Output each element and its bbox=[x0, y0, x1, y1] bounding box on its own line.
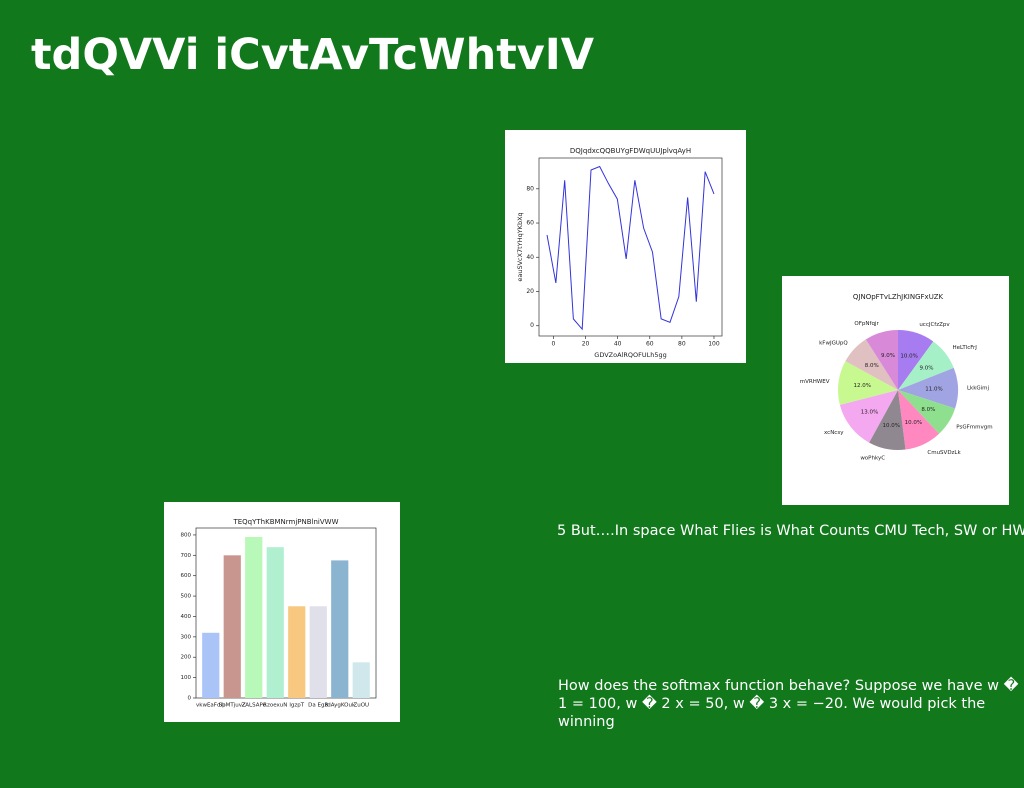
bar bbox=[245, 536, 263, 698]
y-tick-label: 20 bbox=[526, 288, 534, 295]
slide-title: tdQVVi iCvtAvTcWhtvIV bbox=[31, 30, 595, 80]
x-tick-label: 40 bbox=[614, 341, 622, 348]
y-tick-label: 200 bbox=[181, 655, 192, 661]
y-tick-label: 0 bbox=[188, 696, 192, 702]
pie-slice bbox=[839, 390, 898, 443]
x-tick-label: 60 bbox=[646, 341, 654, 348]
x-tick-label: zdAygKOuk bbox=[324, 703, 356, 709]
x-tick-label: RzoexuN bbox=[263, 703, 287, 709]
slice-label: mVRHWEV bbox=[800, 379, 830, 385]
x-tick-label: vkwEaFdlb bbox=[196, 703, 226, 709]
pie-slice bbox=[865, 330, 898, 390]
bar bbox=[202, 632, 220, 698]
x-tick-label: ZALSAPe bbox=[242, 703, 267, 709]
pie-slice bbox=[838, 361, 898, 405]
slice-label: CmuSVDzLk bbox=[927, 450, 961, 456]
pie-slice bbox=[869, 390, 906, 450]
slice-label: woPhkyC bbox=[860, 455, 885, 461]
y-tick-label: 800 bbox=[181, 532, 192, 538]
pie-chart: QJNOpFTvLZhJKINGFxUZK uccJCfzZpv 10.0% HeLT… bbox=[782, 276, 1009, 505]
slice-label: uccJCfzZpv bbox=[919, 322, 950, 328]
slice-value: 8.0% bbox=[865, 363, 879, 369]
slice-value: 10.0% bbox=[905, 420, 922, 426]
plot-frame bbox=[195, 527, 377, 699]
pie-slice bbox=[898, 330, 934, 390]
slice-label: PsGFmmvgm bbox=[956, 424, 992, 430]
slice-value: 13.0% bbox=[861, 410, 878, 416]
slice-value: 9.0% bbox=[919, 365, 933, 371]
y-tick-label: 60 bbox=[526, 220, 534, 227]
y-tick-label: 40 bbox=[526, 254, 534, 261]
slice-value: 8.0% bbox=[921, 407, 935, 413]
slice-label: OFpNfqjr bbox=[854, 321, 879, 327]
y-tick-label: 300 bbox=[181, 634, 192, 640]
x-tick-label: SpMTjuvZ bbox=[219, 703, 246, 709]
slice-value: 10.0% bbox=[883, 423, 900, 429]
text-box: 5 But….In space What Flies is What Count… bbox=[557, 523, 1024, 539]
y-tick-label: 80 bbox=[526, 185, 534, 192]
y-axis-label: eauSVcX7tYHqYKbXq bbox=[516, 212, 524, 281]
bar bbox=[223, 555, 241, 698]
slice-value: 9.0% bbox=[881, 353, 895, 359]
y-tick-label: 100 bbox=[181, 675, 192, 681]
bar-chart: TEQqYThKBMNrmjPNBlniVWW 0 100 200 300 400 500 6… bbox=[164, 502, 400, 722]
bar bbox=[288, 606, 306, 698]
y-tick-label: 700 bbox=[181, 553, 192, 559]
slice-value: 10.0% bbox=[900, 353, 917, 359]
x-tick-label: 20 bbox=[582, 341, 590, 348]
y-tick-label: 400 bbox=[181, 614, 192, 620]
bar bbox=[352, 662, 370, 698]
pie-slice bbox=[898, 341, 954, 390]
bar bbox=[266, 547, 284, 698]
pie-slice bbox=[845, 339, 898, 390]
slice-label: HeLTlcFrJ bbox=[953, 345, 978, 351]
bar bbox=[309, 606, 327, 698]
y-tick-label: 500 bbox=[181, 594, 192, 600]
slice-label: LkkGimj bbox=[967, 385, 990, 391]
x-tick-label: 80 bbox=[678, 341, 686, 348]
x-tick-label: ZuOU bbox=[353, 703, 369, 709]
x-axis-label: GDVZoAlRQOFULh5gg bbox=[594, 351, 666, 359]
line-series bbox=[546, 165, 715, 331]
chart-title: DQJqdxcQQBUYgFDWqUUJplvqAyH bbox=[570, 147, 691, 155]
x-tick-label: Da EgR bbox=[308, 703, 328, 709]
y-tick-label: 0 bbox=[530, 322, 534, 329]
bar bbox=[331, 560, 349, 698]
slice-value: 11.0% bbox=[925, 386, 942, 392]
pie-slice bbox=[898, 367, 958, 409]
slice-value: 12.0% bbox=[854, 383, 871, 389]
chart-title: QJNOpFTvLZhJKINGFxUZK bbox=[853, 293, 944, 301]
x-tick-label: 0 bbox=[552, 341, 556, 348]
slice-label: xcNcsy bbox=[824, 430, 844, 436]
plot-frame bbox=[538, 157, 723, 337]
x-tick-label: 100 bbox=[708, 341, 720, 348]
text-box: How does the softmax function behave? Su… bbox=[558, 678, 1019, 730]
slice-label: kFwJGUpQ bbox=[819, 340, 848, 346]
chart-title: TEQqYThKBMNrmjPNBlniVWW bbox=[232, 518, 338, 526]
line-chart: DQJqdxcQQBUYgFDWqUUJplvqAyH 0 20 40 60 80 100 0… bbox=[505, 130, 746, 363]
y-tick-label: 600 bbox=[181, 573, 192, 579]
pie-slice bbox=[898, 390, 956, 434]
x-tick-label: lgzpT bbox=[289, 703, 304, 709]
pie-slice bbox=[898, 390, 940, 450]
